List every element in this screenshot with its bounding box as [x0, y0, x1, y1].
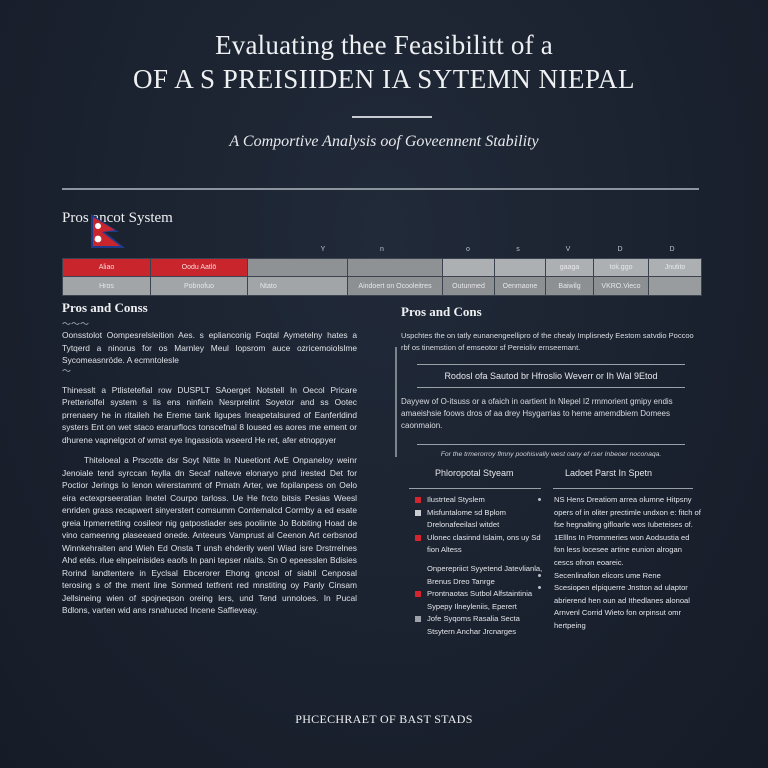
divider — [553, 488, 693, 489]
right-note: For the trmerorroy flmny poohisvally wes… — [440, 451, 662, 458]
red-square-icon — [415, 534, 421, 541]
table-cell: Baiwilg — [545, 276, 594, 296]
bullet-icon — [538, 573, 541, 577]
table-cell: Ntato — [247, 276, 348, 296]
column-marker: Y — [320, 246, 326, 253]
table-row: Hros Pobnofuo Ntato Aindoert on Ocooleit… — [62, 276, 702, 296]
bullet-icon — [538, 586, 541, 590]
list-item: Ilustrteal Styslem — [413, 494, 543, 507]
table-cell: VKRO.Vieco — [593, 276, 649, 296]
table-cell: Oenmaone — [494, 276, 546, 296]
subsection-heading: Phloropotal Styeam — [435, 468, 514, 478]
table-cell — [442, 258, 495, 277]
list-item: Onperepriict Syyetend Jatevlianla, Brenu… — [427, 563, 543, 586]
table-cell — [494, 258, 546, 277]
list-item: Secenlinafion elicors ume Rene — [535, 570, 701, 583]
document-subtitle: A Comportive Analysis oof Goveennent Sta… — [229, 133, 539, 150]
table-cell: tok.ggo — [593, 258, 649, 277]
table-cell: Pobnofuo — [150, 276, 248, 296]
list-item: Scesiopen elpiquerre Jnstton ad ulaptor … — [535, 582, 701, 632]
vertical-divider — [395, 347, 397, 457]
list-item: Prontnaotas Sutbol Alfstaintinia Sypepy … — [413, 588, 543, 613]
table-cell: Aliao — [62, 258, 151, 277]
bullet-icon — [538, 498, 541, 501]
section-title: Pros ancot System — [62, 210, 173, 226]
squiggle-divider: 〜 — [62, 365, 72, 376]
column-marker: D — [617, 246, 623, 253]
table-cell — [247, 258, 348, 277]
table-cell: Hros — [62, 276, 151, 296]
gray-square-icon — [415, 616, 421, 623]
table-cell: gaaga — [545, 258, 594, 277]
column-marker: D — [669, 246, 675, 253]
squiggle-divider: 〜〜〜 — [62, 319, 90, 329]
column-marker: n — [380, 246, 384, 253]
table-cell: Outunmed — [442, 276, 495, 296]
table-cell — [648, 276, 702, 296]
column-marker: V — [565, 246, 571, 253]
right-heading: Pros and Cons — [401, 304, 482, 319]
table-row: Aliao Oodu Aatlō gaaga tok.ggo Jnutito — [62, 258, 702, 277]
presidential-list: Ilustrteal Styslem Misfuntalome sd Bplom… — [413, 494, 543, 639]
document-title-line1: Evaluating thee Feasibilitt of a — [215, 30, 553, 60]
list-item: NS Hens Dreatiom arrea olumne Hitpsny op… — [535, 494, 701, 570]
parliamentary-list: NS Hens Dreatiom arrea olumne Hitpsny op… — [535, 494, 701, 633]
list-item: Jofe Syqoms Rasalia Secta Stsytern Ancha… — [413, 613, 543, 638]
right-column: Pros and Cons Uspchtes the on tatly euna… — [401, 304, 701, 668]
column-marker: s — [516, 246, 520, 253]
document-title-line2: OF A S PREISIIDEN IA SYTEMN NIEPAL — [132, 64, 636, 94]
right-body: Dayyew of O-itsuss or a ofaich in oartie… — [401, 397, 673, 430]
left-heading: Pros and Conss — [62, 300, 148, 315]
table-column-markers: Y n o s V D D — [62, 246, 701, 256]
left-column: Pros and Conss 〜〜〜 Oonsstolot Oompesrels… — [62, 300, 357, 617]
table-cell: Oodu Aatlō — [150, 258, 248, 277]
divider — [409, 488, 541, 489]
table-cell: Aindoert on Ocooleitres — [347, 276, 443, 296]
divider — [417, 444, 685, 445]
comparison-table: Aliao Oodu Aatlō gaaga tok.ggo Jnutito H… — [62, 258, 702, 296]
divider — [417, 364, 685, 365]
nepal-flag-icon — [91, 214, 125, 248]
paragraph: Oonsstolot Oompesrelsleition Aes. s epli… — [62, 330, 357, 365]
table-cell — [347, 258, 443, 277]
section-divider — [62, 188, 699, 190]
title-divider — [352, 116, 432, 118]
red-square-icon — [415, 497, 421, 503]
footer-title: PHCECHRAET OF BAST STADS — [295, 712, 473, 726]
subsection-heading: Ladoet Parst In Spetn — [565, 468, 653, 478]
gray-square-icon — [415, 509, 421, 516]
right-intro: Uspchtes the on tatly eunanengeellipro o… — [401, 331, 694, 352]
table-cell: Jnutito — [648, 258, 702, 277]
comparison-subsections: Phloropotal Styeam Ilustrteal Styslem Mi… — [401, 468, 701, 668]
paragraph: Thinesslt a Ptlistetefial row DUSPLT SAo… — [62, 384, 357, 445]
column-marker: o — [466, 246, 470, 253]
list-item: Ulonec clasinnd Islaim, ons uy Sd fion A… — [413, 532, 543, 557]
list-item: Misfuntalome sd Bplom Drelonafeeilasl wi… — [413, 507, 543, 532]
right-banner: Rodosl ofa Sautod br Hfroslio Weverr or … — [444, 371, 658, 381]
divider — [417, 387, 685, 388]
paragraph: Thiteloeal a Prscotte dsr Soyt Nitte In … — [62, 455, 357, 615]
red-square-icon — [415, 591, 421, 598]
